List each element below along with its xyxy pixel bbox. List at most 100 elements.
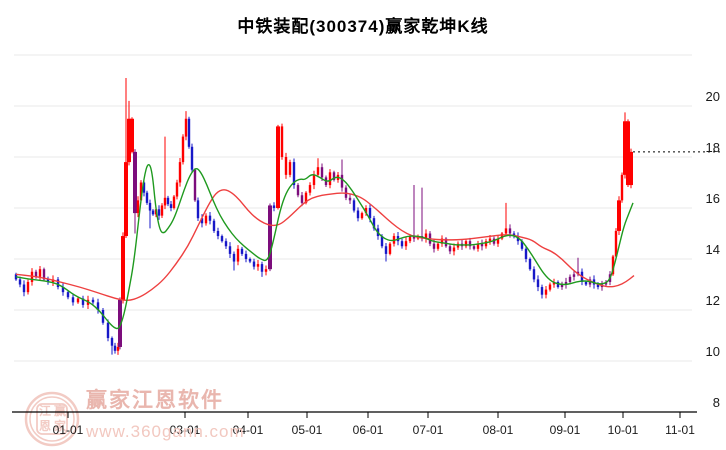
candle bbox=[160, 203, 164, 219]
candle bbox=[46, 276, 50, 285]
y-axis-label: 14 bbox=[705, 242, 720, 257]
candle bbox=[196, 197, 200, 222]
watermark-url-text: www.360gann.com bbox=[86, 422, 245, 441]
candle bbox=[148, 199, 152, 229]
candle bbox=[178, 158, 182, 187]
y-axis-label: 16 bbox=[705, 191, 720, 206]
candle bbox=[26, 279, 30, 295]
x-axis-label: 08-01 bbox=[482, 423, 514, 437]
candle bbox=[240, 246, 244, 256]
candle bbox=[617, 196, 621, 236]
candle bbox=[532, 266, 536, 283]
candle bbox=[118, 297, 122, 350]
svg-text:赢: 赢 bbox=[54, 403, 66, 418]
candle bbox=[268, 203, 272, 272]
candle bbox=[352, 198, 356, 213]
svg-text:恩: 恩 bbox=[39, 418, 51, 433]
candle bbox=[151, 209, 155, 216]
candle bbox=[626, 119, 630, 188]
candle bbox=[388, 242, 392, 256]
candle bbox=[552, 278, 556, 288]
candle bbox=[204, 213, 208, 226]
candle bbox=[360, 211, 364, 220]
candle bbox=[328, 169, 332, 189]
candle bbox=[496, 235, 500, 247]
candle bbox=[22, 280, 26, 297]
candle bbox=[629, 148, 633, 189]
candle bbox=[166, 195, 170, 207]
candle bbox=[228, 242, 232, 258]
candle bbox=[572, 270, 576, 281]
candle bbox=[91, 297, 95, 305]
candle bbox=[620, 172, 624, 203]
candle bbox=[224, 238, 228, 250]
candle bbox=[372, 215, 376, 231]
svg-text:江: 江 bbox=[39, 403, 51, 418]
x-axis-label: 09-01 bbox=[549, 423, 581, 437]
candle bbox=[14, 272, 18, 281]
candle bbox=[276, 124, 280, 210]
candle bbox=[187, 116, 191, 149]
candle bbox=[113, 342, 117, 354]
candle bbox=[312, 170, 316, 190]
candle bbox=[464, 239, 468, 249]
candle bbox=[623, 112, 627, 179]
watermark-seal-logo: 江赢恩家 bbox=[24, 391, 80, 447]
candle bbox=[504, 202, 508, 237]
y-axis-label: 20 bbox=[705, 89, 720, 104]
candle bbox=[193, 168, 197, 202]
candle bbox=[484, 238, 488, 249]
candle bbox=[480, 239, 484, 251]
candle bbox=[568, 274, 572, 285]
y-axis-label: 18 bbox=[705, 140, 720, 155]
candle bbox=[220, 234, 224, 243]
candle bbox=[163, 136, 167, 210]
candle bbox=[432, 240, 436, 253]
candle bbox=[133, 149, 137, 234]
ma-fast-line bbox=[15, 163, 634, 330]
candle bbox=[190, 143, 194, 173]
candle bbox=[212, 218, 216, 233]
candle bbox=[524, 245, 528, 263]
candle bbox=[356, 207, 360, 222]
candle bbox=[332, 170, 336, 182]
x-axis-label: 07-01 bbox=[412, 423, 444, 437]
candle bbox=[340, 159, 344, 192]
candle bbox=[548, 282, 552, 292]
candle bbox=[452, 243, 456, 256]
candle bbox=[316, 158, 320, 178]
candle bbox=[260, 261, 264, 277]
candle bbox=[216, 227, 220, 240]
candle bbox=[184, 111, 188, 141]
candle bbox=[175, 179, 179, 200]
candle bbox=[420, 187, 424, 242]
ma-slow-line bbox=[15, 189, 635, 302]
candle bbox=[181, 134, 185, 165]
candle bbox=[127, 100, 131, 166]
x-axis-label: 11-01 bbox=[665, 423, 695, 437]
x-axis-label: 03-01 bbox=[169, 423, 201, 437]
candles-layer bbox=[14, 77, 633, 355]
candle bbox=[169, 200, 173, 212]
candle bbox=[384, 243, 388, 262]
candle bbox=[96, 298, 100, 314]
y-axis-label: 8 bbox=[712, 395, 720, 410]
candle bbox=[611, 254, 615, 276]
candle bbox=[500, 231, 504, 241]
candle bbox=[560, 281, 564, 290]
candle bbox=[412, 185, 416, 242]
candle bbox=[364, 205, 368, 216]
candle bbox=[106, 319, 110, 342]
candle bbox=[308, 182, 312, 196]
candle bbox=[157, 205, 161, 220]
candle bbox=[476, 240, 480, 252]
x-axis-label: 04-01 bbox=[232, 423, 264, 437]
candle bbox=[232, 251, 236, 271]
candle bbox=[81, 295, 85, 308]
candle bbox=[244, 250, 248, 263]
candle bbox=[252, 258, 256, 270]
candle bbox=[110, 336, 114, 355]
candle bbox=[536, 275, 540, 292]
